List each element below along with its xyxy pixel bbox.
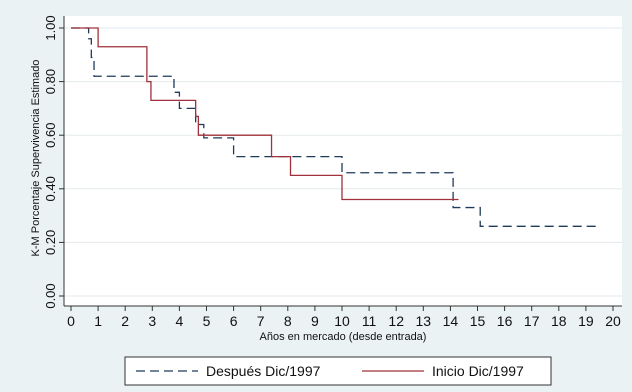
x-tick-label: 8 (284, 313, 292, 329)
grid-lines (64, 27, 622, 297)
x-tick-label: 19 (578, 313, 594, 329)
x-tick-label: 10 (334, 313, 350, 329)
x-tick-label: 14 (443, 313, 459, 329)
y-axis-label: K-M Porcentaje Supervivencia Estimado (30, 60, 42, 257)
x-axis-label: Años en mercado (desde entrada) (260, 331, 427, 343)
series-line-1 (71, 27, 459, 201)
x-tick-label: 16 (497, 313, 513, 329)
y-tick-label: 0.40 (43, 176, 58, 201)
legend-label-0: Después Dic/1997 (206, 363, 321, 379)
x-tick-label: 17 (524, 313, 540, 329)
legend: Después Dic/1997 Inicio Dic/1997 (124, 356, 552, 386)
legend-label-1: Inicio Dic/1997 (432, 363, 524, 379)
x-tick-label: 12 (388, 313, 404, 329)
y-tick-label: 0.80 (43, 69, 58, 94)
x-tick-label: 9 (311, 313, 319, 329)
y-tick-label: 0.20 (43, 230, 58, 255)
x-tick-label: 6 (230, 313, 238, 329)
plot-area (64, 16, 622, 306)
x-tick-label: 11 (362, 313, 377, 329)
x-tick-label: 15 (470, 313, 486, 329)
x-tick-label: 2 (121, 313, 129, 329)
x-tick-label: 1 (94, 313, 102, 329)
x-tick-label: 20 (605, 313, 621, 329)
x-tick-label: 3 (148, 313, 156, 329)
x-tick-label: 7 (257, 313, 265, 329)
x-tick-label: 13 (416, 313, 432, 329)
y-tick-label: 1.00 (43, 15, 58, 40)
x-tick-label: 4 (176, 313, 184, 329)
x-tick-label: 5 (203, 313, 211, 329)
axes: 0.000.200.400.600.801.000 1 2 3 4 5 6 7 8 9 10 11 12… (43, 15, 622, 329)
y-tick-label: 0.60 (43, 123, 58, 148)
series-layer (71, 27, 600, 227)
x-tick-label: 18 (551, 313, 567, 329)
x-tick-label: 0 (67, 313, 75, 329)
y-tick-label: 0.00 (43, 283, 58, 308)
